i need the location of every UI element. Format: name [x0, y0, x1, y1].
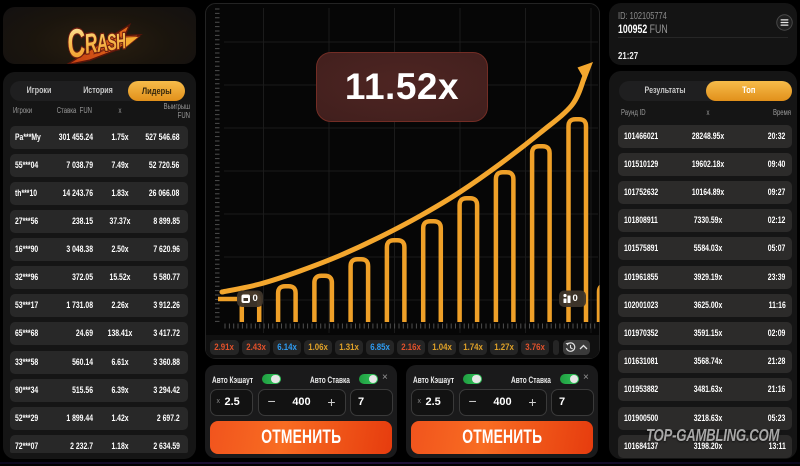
svg-text:CRASH: CRASH: [64, 15, 129, 64]
